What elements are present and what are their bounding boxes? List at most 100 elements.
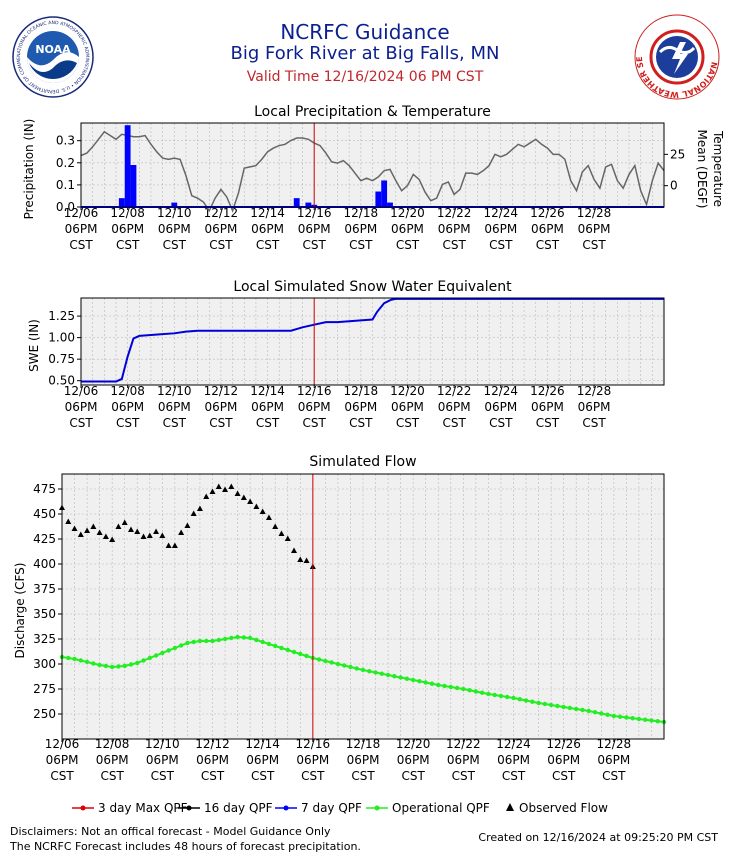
temperature-line (80, 130, 665, 213)
grid-lines (81, 298, 664, 385)
operational-qpf-point (160, 650, 165, 656)
y2-tick-label: 0 (670, 179, 678, 193)
legend-swatch-marker (186, 805, 192, 811)
x-tick-label: 12/16 (297, 384, 332, 398)
legend: 3 day Max QPF 16 day QPF 7 day QPF Operatio… (72, 801, 608, 815)
x-tick-label-zone: CST (552, 769, 576, 783)
x-tick-label: 12/24 (496, 737, 531, 751)
operational-qpf-point (486, 691, 491, 697)
chart-panel-1: Local Precipitation & Temperature 0.0 0.1 0… (22, 104, 725, 252)
operational-qpf-point (417, 679, 422, 684)
observed-flow-point (253, 503, 260, 509)
operational-qpf-point (109, 664, 115, 670)
x-tick-label-time: 06PM (484, 222, 517, 236)
x-tick-label-zone: CST (101, 769, 125, 783)
operational-qpf-point (323, 658, 328, 664)
y2-axis-label: Temperature (711, 130, 725, 207)
operational-qpf-point (235, 634, 240, 640)
operational-qpf-point (222, 636, 228, 642)
operational-qpf-point (285, 647, 290, 653)
operational-qpf-point (392, 674, 397, 679)
x-tick-label-zone: CST (151, 769, 175, 783)
observed-flow-point (171, 542, 178, 548)
x-tick-label-zone: CST (442, 416, 466, 430)
operational-qpf-point (454, 685, 460, 691)
x-tick-label: 12/22 (437, 206, 472, 220)
operational-qpf-point (291, 649, 297, 655)
observed-flow-point (272, 523, 279, 529)
observed-flow-point (127, 526, 134, 532)
x-tick-label-time: 06PM (251, 222, 284, 236)
x-tick-label-time: 06PM (344, 400, 377, 414)
x-tick-label: 12/18 (344, 384, 379, 398)
operational-qpf-point (611, 713, 617, 719)
chart-panel-3: Simulated Flow 250 275 300 325 350 375 400 425 45… (13, 454, 667, 783)
operational-qpf-point (341, 663, 347, 668)
x-tick-label: 12/16 (296, 737, 331, 751)
observed-flow-point (215, 483, 222, 489)
observed-flow-point (259, 508, 266, 514)
observed-flow-point (115, 523, 122, 529)
observed-flow-point (153, 528, 160, 534)
x-tick-label-time: 06PM (497, 753, 530, 767)
x-tick-label-time: 06PM (251, 400, 284, 414)
legend-item: Operational QPF (366, 801, 490, 815)
operational-qpf-point (624, 715, 629, 720)
observed-flow-point (190, 510, 197, 516)
operational-qpf-point (498, 693, 504, 699)
x-tick-label-zone: CST (489, 238, 513, 252)
operational-qpf-point (605, 712, 610, 717)
x-tick-label-time: 06PM (65, 222, 98, 236)
x-tick-label-zone: CST (69, 416, 93, 430)
operational-qpf-point (655, 719, 660, 724)
chart-title: Local Precipitation & Temperature (254, 104, 491, 120)
operational-qpf-point (229, 635, 234, 641)
x-tick-label-zone: CST (502, 769, 526, 783)
operational-qpf-point (172, 645, 178, 651)
observed-flow-point (90, 523, 97, 529)
x-tick-label-time: 06PM (438, 400, 471, 414)
x-tick-label-time: 06PM (46, 753, 79, 767)
x-tick-label-time: 06PM (484, 400, 517, 414)
operational-qpf-point (348, 664, 353, 670)
operational-qpf-point (329, 660, 334, 665)
operational-qpf-point (511, 695, 516, 701)
observed-flow-point (297, 556, 304, 562)
operational-qpf-point (548, 702, 554, 708)
x-tick-label-zone: CST (201, 769, 225, 783)
y-tick-label: 1.25 (48, 309, 75, 323)
x-tick-label: 12/20 (390, 206, 425, 220)
observed-flow-point (165, 542, 172, 548)
x-tick-label: 12/22 (446, 737, 481, 751)
operational-qpf-point (66, 655, 71, 661)
x-tick-label-time: 06PM (96, 753, 129, 767)
operational-qpf-point (555, 703, 560, 709)
x-tick-label-zone: CST (489, 416, 513, 430)
operational-qpf-point (479, 690, 485, 695)
operational-qpf-point (247, 635, 253, 641)
y-tick-label: 0.75 (48, 352, 75, 366)
x-tick-label-time: 06PM (65, 400, 98, 414)
operational-qpf-point (367, 669, 372, 674)
observed-flow-point (265, 514, 272, 520)
observed-flow-point (109, 536, 116, 542)
y-tick-label: 350 (33, 607, 56, 621)
x-tick-label-zone: CST (349, 238, 373, 252)
x-tick-label-zone: CST (163, 416, 187, 430)
operational-qpf-point (523, 698, 529, 703)
location-subtitle: Big Fork River at Big Falls, MN (230, 43, 500, 64)
observed-flow-point (71, 525, 78, 531)
y-tick-label: 425 (33, 532, 56, 546)
x-tick-label-time: 06PM (344, 222, 377, 236)
plot-frame (80, 297, 665, 386)
x-tick-label: 12/26 (530, 384, 565, 398)
x-tick-label: 12/24 (483, 384, 518, 398)
x-tick-label: 12/24 (483, 206, 518, 220)
observed-flow-point (291, 547, 298, 553)
nws-logo-icon: NATIONAL WEATHER SERVICE (634, 14, 720, 100)
operational-qpf-point (298, 651, 303, 657)
observed-flow-point (140, 533, 147, 539)
operational-qpf-markers (59, 634, 667, 725)
operational-qpf-point (254, 637, 259, 643)
legend-swatch-marker (506, 803, 514, 811)
